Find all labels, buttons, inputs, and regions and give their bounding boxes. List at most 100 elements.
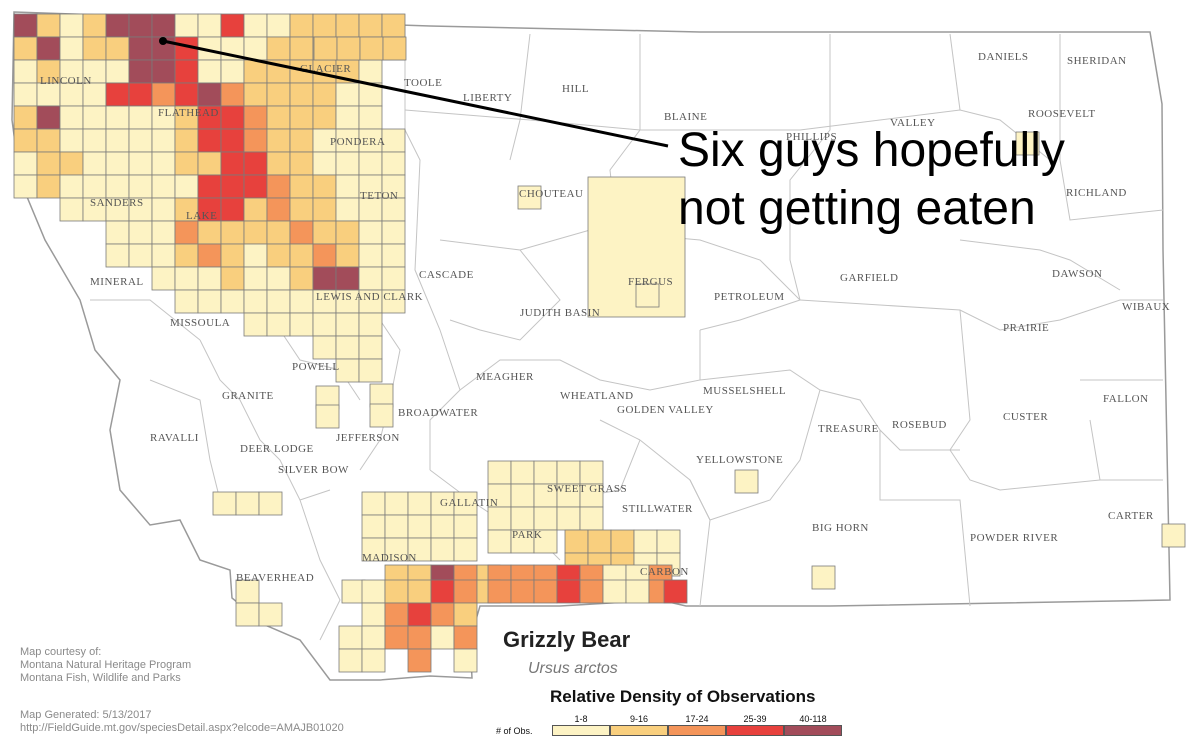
county-label-wibaux: WIBAUX — [1122, 301, 1170, 313]
grid-cell — [381, 151, 406, 176]
grid-cell — [335, 151, 360, 176]
county-label-teton: TETON — [360, 190, 398, 202]
county-label-chouteau: CHOUTEAU — [519, 188, 584, 200]
grid-cell — [510, 579, 535, 604]
county-label-broadwater: BROADWATER — [398, 407, 478, 419]
map-generated-info: Map Generated: 5/13/2017 http://FieldGui… — [20, 709, 344, 735]
observation-grid — [13, 13, 1186, 673]
grid-cell — [358, 335, 383, 360]
grid-cell — [453, 648, 478, 673]
annotation-line-2: not getting eaten — [678, 182, 1036, 235]
county-label-deer-lodge: DEER LODGE — [240, 443, 314, 455]
grid-cell — [381, 266, 406, 291]
grid-cell — [243, 289, 268, 314]
credit-line-1: Map courtesy of: — [20, 646, 102, 658]
grid-cell — [335, 174, 360, 199]
grid-cell — [197, 289, 222, 314]
grid-cell — [361, 514, 386, 539]
county-label-pondera: PONDERA — [330, 136, 385, 148]
county-label-gallatin: GALLATIN — [440, 497, 498, 509]
grid-cell — [59, 197, 84, 222]
grid-cell — [266, 312, 291, 337]
grid-cell — [13, 36, 38, 61]
grid-cell — [36, 105, 61, 130]
county-label-petroleum: PETROLEUM — [714, 291, 785, 303]
grid-cell — [174, 243, 199, 268]
grid-cell — [258, 602, 283, 627]
county-label-granite: GRANITE — [222, 390, 274, 402]
grid-cell — [487, 579, 512, 604]
grid-cell — [289, 13, 314, 38]
grid-cell — [338, 648, 363, 673]
grid-cell — [335, 197, 360, 222]
county-label-glacier: GLACIER — [300, 63, 351, 75]
grid-cell — [151, 174, 176, 199]
legend-swatch — [610, 725, 668, 736]
county-label-liberty: LIBERTY — [463, 92, 512, 104]
county-label-cascade: CASCADE — [419, 269, 474, 281]
grid-cell — [407, 491, 432, 516]
county-labels: TOOLE LIBERTY HILL BLAINE PHILLIPS VALLE… — [40, 51, 1170, 584]
grid-cell — [315, 404, 340, 429]
grid-cell — [243, 197, 268, 222]
legend-bin-label: 17-24 — [685, 714, 709, 724]
grid-cell — [361, 648, 386, 673]
county-label-rosebud: ROSEBUD — [892, 419, 947, 431]
grid-cell — [174, 220, 199, 245]
grid-cell — [335, 335, 360, 360]
grid-cell — [105, 174, 130, 199]
legend-swatch — [668, 725, 726, 736]
grid-cell — [197, 59, 222, 84]
county-label-beaverhead: BEAVERHEAD — [236, 572, 314, 584]
grid-cell — [361, 491, 386, 516]
grid-cell — [381, 220, 406, 245]
grid-cell — [212, 491, 237, 516]
grid-cell — [128, 59, 153, 84]
county-label-musselshell: MUSSELSHELL — [703, 385, 786, 397]
grid-cell — [235, 602, 260, 627]
grid-cell — [289, 82, 314, 107]
grid-cell — [13, 128, 38, 153]
county-label-custer: CUSTER — [1003, 411, 1048, 423]
grid-cell — [220, 59, 245, 84]
grid-cell — [243, 312, 268, 337]
grid-cell — [174, 82, 199, 107]
grid-cell — [384, 602, 409, 627]
county-label-judith-basin: JUDITH BASIN — [520, 307, 600, 319]
county-label-wheatland: WHEATLAND — [560, 390, 634, 402]
grid-cell — [338, 625, 363, 650]
county-label-mineral: MINERAL — [90, 276, 144, 288]
grid-cell — [430, 602, 455, 627]
grid-cell — [453, 514, 478, 539]
county-label-phillips: PHILLIPS — [786, 131, 837, 143]
county-label-valley: VALLEY — [890, 117, 936, 129]
grid-cell — [220, 197, 245, 222]
grid-cell — [358, 220, 383, 245]
grid-cell — [358, 59, 383, 84]
grid-cell — [289, 312, 314, 337]
grid-cell — [36, 174, 61, 199]
county-label-powder-river: POWDER RIVER — [970, 532, 1058, 544]
grid-cell — [243, 13, 268, 38]
legend-bin: 17-24 — [668, 713, 726, 736]
grid-cell — [13, 13, 38, 38]
grid-cell — [243, 220, 268, 245]
grid-cell — [407, 602, 432, 627]
grid-cell — [382, 36, 407, 61]
grid-cell — [533, 529, 558, 554]
generated-date: Map Generated: 5/13/2017 — [20, 709, 152, 721]
grid-cell — [220, 266, 245, 291]
county-label-prairie: PRAIRIE — [1003, 322, 1049, 334]
county-borders — [39, 26, 1164, 641]
grid-cell — [510, 483, 535, 508]
grid-cell — [36, 13, 61, 38]
grid-cell — [266, 197, 291, 222]
grid-cell — [407, 579, 432, 604]
county-label-lincoln: LINCOLN — [40, 75, 92, 87]
grid-cell — [220, 289, 245, 314]
grid-cell — [656, 529, 681, 554]
county-label-yellowstone: YELLOWSTONE — [696, 454, 783, 466]
grid-cell — [13, 105, 38, 130]
grid-cell — [82, 13, 107, 38]
grid-cell — [266, 266, 291, 291]
